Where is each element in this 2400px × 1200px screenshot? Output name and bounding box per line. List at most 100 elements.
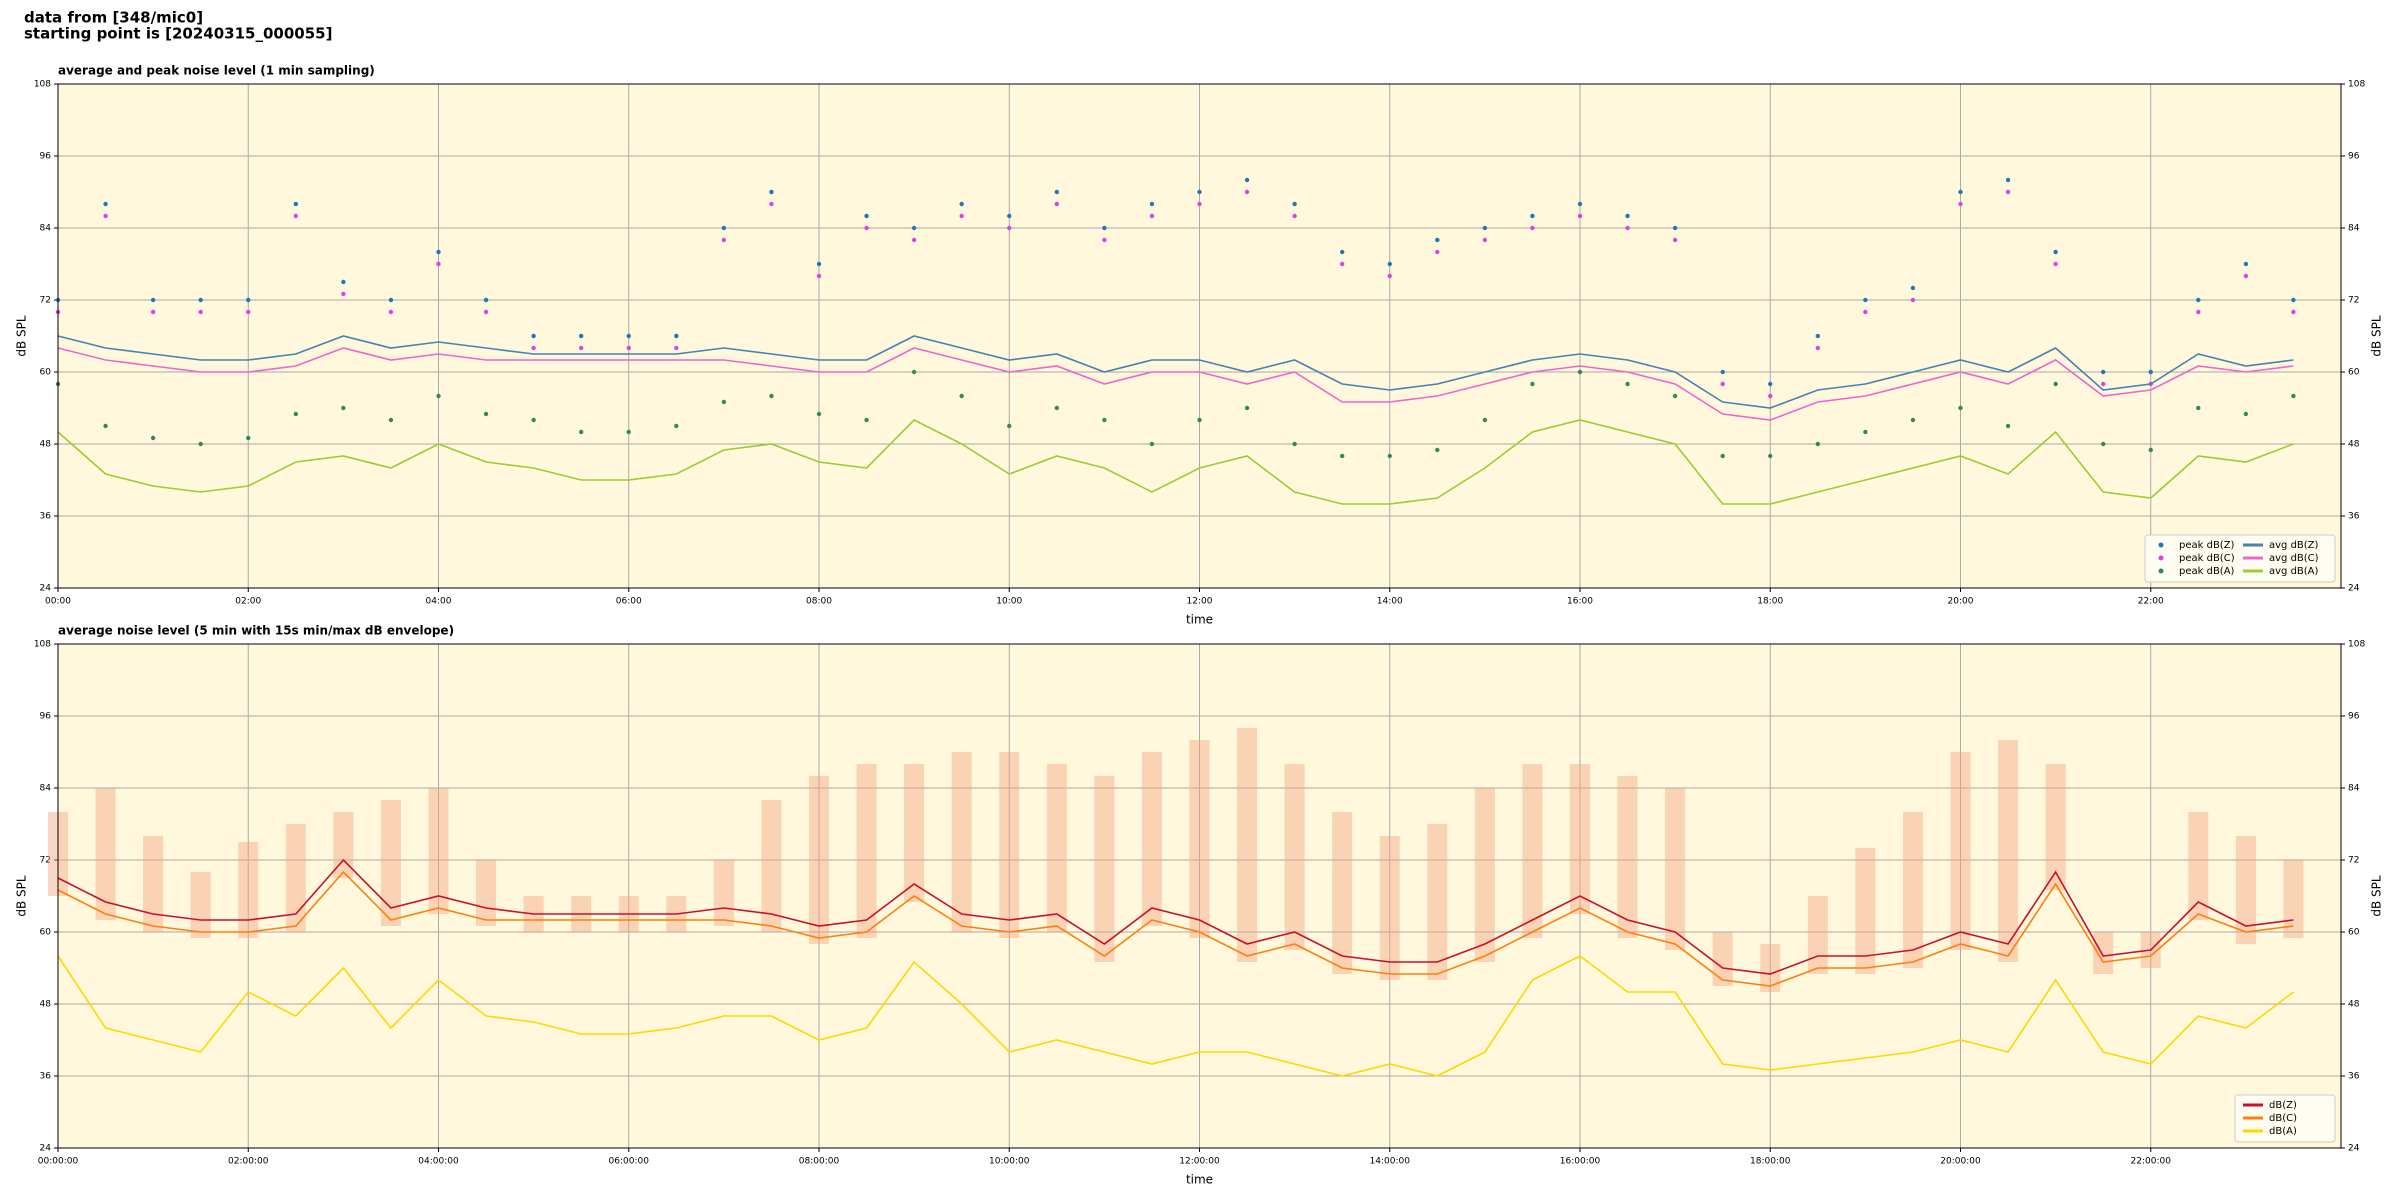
header-line: data from [348/mic0] [24,9,203,27]
peak-point [1910,417,1916,423]
x-tick-label: 06:00 [616,597,642,607]
peak-point [1768,393,1773,399]
series-line [57,419,2294,505]
peak-point [1672,237,1678,243]
peak-point [911,237,917,243]
peak-point [1910,297,1916,303]
peak-point [578,345,584,351]
peak-point [959,201,964,207]
peak-point [293,201,299,207]
peak-point [721,399,727,405]
legend-label: avg dB(Z) [2269,540,2319,551]
peak-point [2148,447,2153,453]
peak-point [1435,249,1440,255]
y-tick-label: 24 [40,584,52,594]
peak-point [816,273,822,279]
y-tick-label: 36 [40,512,52,522]
peak-point [769,201,774,207]
peak-point [1197,189,1202,195]
peak-point [1482,417,1488,423]
peak-point [2005,189,2011,195]
peak-point [1863,309,1868,315]
peak-point [2100,441,2106,447]
peak-point [293,411,299,417]
y-tick-label: 108 [2348,80,2365,90]
peak-point [864,213,869,219]
legend-marker [2158,555,2164,561]
peak-point [1054,201,1060,207]
y-tick-label: 36 [2348,1072,2360,1082]
y-tick-label: 72 [40,856,51,866]
legend-label: dB(C) [2269,1113,2297,1124]
peak-point [1102,225,1107,231]
peak-point [1672,225,1678,231]
peak-point [2100,381,2106,387]
x-tick-label: 04:00:00 [418,1157,459,1167]
peak-point [1482,237,1488,243]
x-tick-label: 14:00 [1377,597,1403,607]
x-tick-label: 20:00 [1948,597,1974,607]
peak-point [1387,453,1392,459]
peak-point [674,423,679,429]
peak-point [483,309,489,315]
y-axis-label: dB SPL [2370,875,2384,917]
x-tick-label: 00:00 [45,597,71,607]
y-tick-label: 24 [2348,1144,2360,1154]
x-tick-label: 10:00 [996,597,1022,607]
peak-point [1910,285,1916,291]
peak-point [2148,369,2153,375]
x-tick-label: 04:00 [426,597,452,607]
header-line: starting point is [20240315_000055] [24,25,332,43]
peak-point [626,333,631,339]
peak-point [626,345,631,351]
peak-point [1530,213,1535,219]
peak-point [1672,393,1678,399]
peak-point [1339,261,1345,267]
peak-point [1625,381,1630,387]
y-tick-label: 84 [40,784,52,794]
x-tick-label: 22:00 [2138,597,2164,607]
x-tick-label: 10:00:00 [989,1157,1030,1167]
peak-point [1720,381,1725,387]
peak-point [1768,453,1773,459]
peak-point [198,297,203,303]
series-line [57,870,2294,987]
peak-point [1530,225,1535,231]
x-tick-label: 18:00 [1757,597,1783,607]
peak-point [246,435,251,441]
peak-point [1387,261,1392,267]
peak-point [293,213,299,219]
y-tick-label: 36 [2348,512,2360,522]
peak-point [1292,201,1297,207]
peak-point [674,345,679,351]
peak-point [769,189,774,195]
y-tick-label: 96 [40,152,52,162]
peak-point [2243,261,2249,267]
peak-point [2291,297,2296,303]
peak-point [816,411,822,417]
x-tick-label: 02:00 [235,597,261,607]
peak-point [1815,345,1821,351]
peak-point [1958,201,1963,207]
y-axis-label: dB SPL [15,315,29,357]
peak-point [1007,423,1012,429]
x-tick-label: 12:00 [1187,597,1213,607]
peak-point [1149,213,1155,219]
peak-point [1958,405,1963,411]
peak-point [150,309,156,315]
peak-point [911,225,917,231]
peak-point [626,429,631,435]
x-axis-label: time [1186,613,1213,627]
peak-point [198,309,203,315]
peak-point [388,309,394,315]
peak-point [1815,441,1821,447]
y-axis-label: dB SPL [2370,315,2384,357]
y-tick-label: 72 [2348,296,2359,306]
peak-point [531,417,536,423]
legend-label: dB(A) [2269,1126,2297,1137]
legend-box [2144,534,2336,583]
x-tick-label: 20:00:00 [1940,1157,1981,1167]
y-tick-label: 48 [40,440,52,450]
peak-point [531,345,536,351]
y-tick-label: 48 [2348,440,2360,450]
